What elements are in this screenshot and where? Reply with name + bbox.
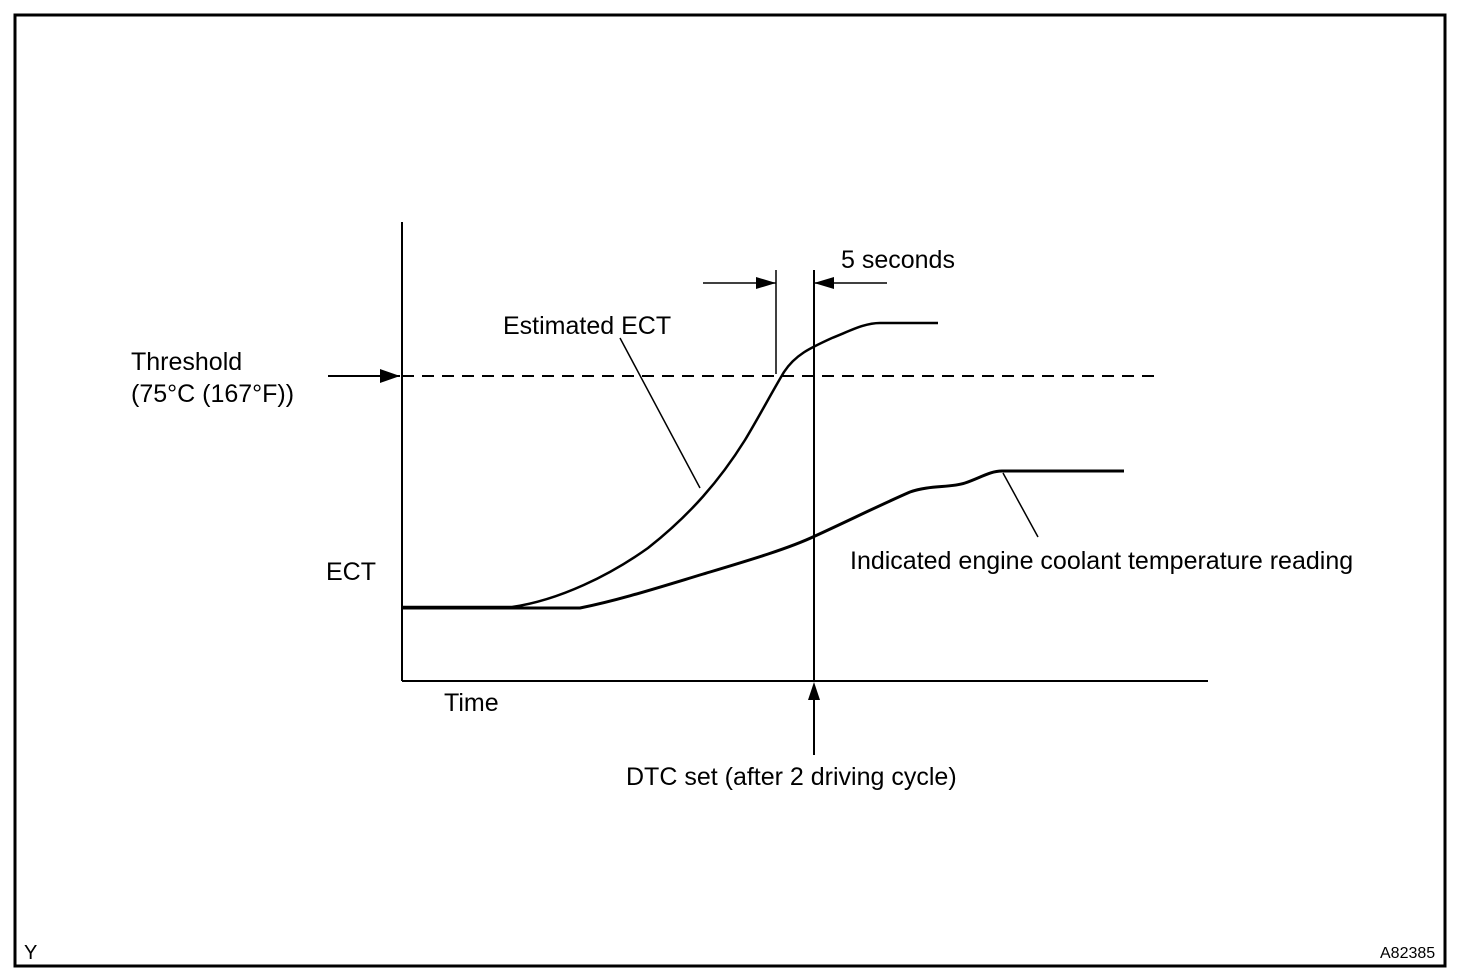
estimated-ect-label: Estimated ECT	[503, 312, 671, 340]
threshold-label: Threshold	[131, 348, 242, 376]
indicated-ect-curve	[402, 469, 1124, 610]
interval-left-arrowhead	[756, 277, 776, 289]
corner-code: Y	[24, 942, 37, 964]
estimated-ect-curve	[402, 321, 938, 609]
dtc-arrowhead	[808, 682, 820, 700]
interval-label: 5 seconds	[841, 246, 955, 274]
y-axis-label: ECT	[326, 558, 376, 586]
estimated-leader-line	[619, 337, 701, 489]
indicated-leader-line	[1002, 472, 1039, 538]
indicated-ect-label: Indicated engine coolant temperature rea…	[850, 547, 1353, 575]
diagram-frame	[13, 13, 1447, 968]
x-axis-label: Time	[444, 689, 499, 717]
threshold-value-label: (75°C (167°F))	[131, 380, 294, 408]
figure-id: A82385	[1380, 945, 1435, 962]
dtc-label: DTC set (after 2 driving cycle)	[626, 763, 957, 791]
threshold-arrowhead	[380, 369, 400, 383]
interval-right-arrowhead	[814, 277, 834, 289]
